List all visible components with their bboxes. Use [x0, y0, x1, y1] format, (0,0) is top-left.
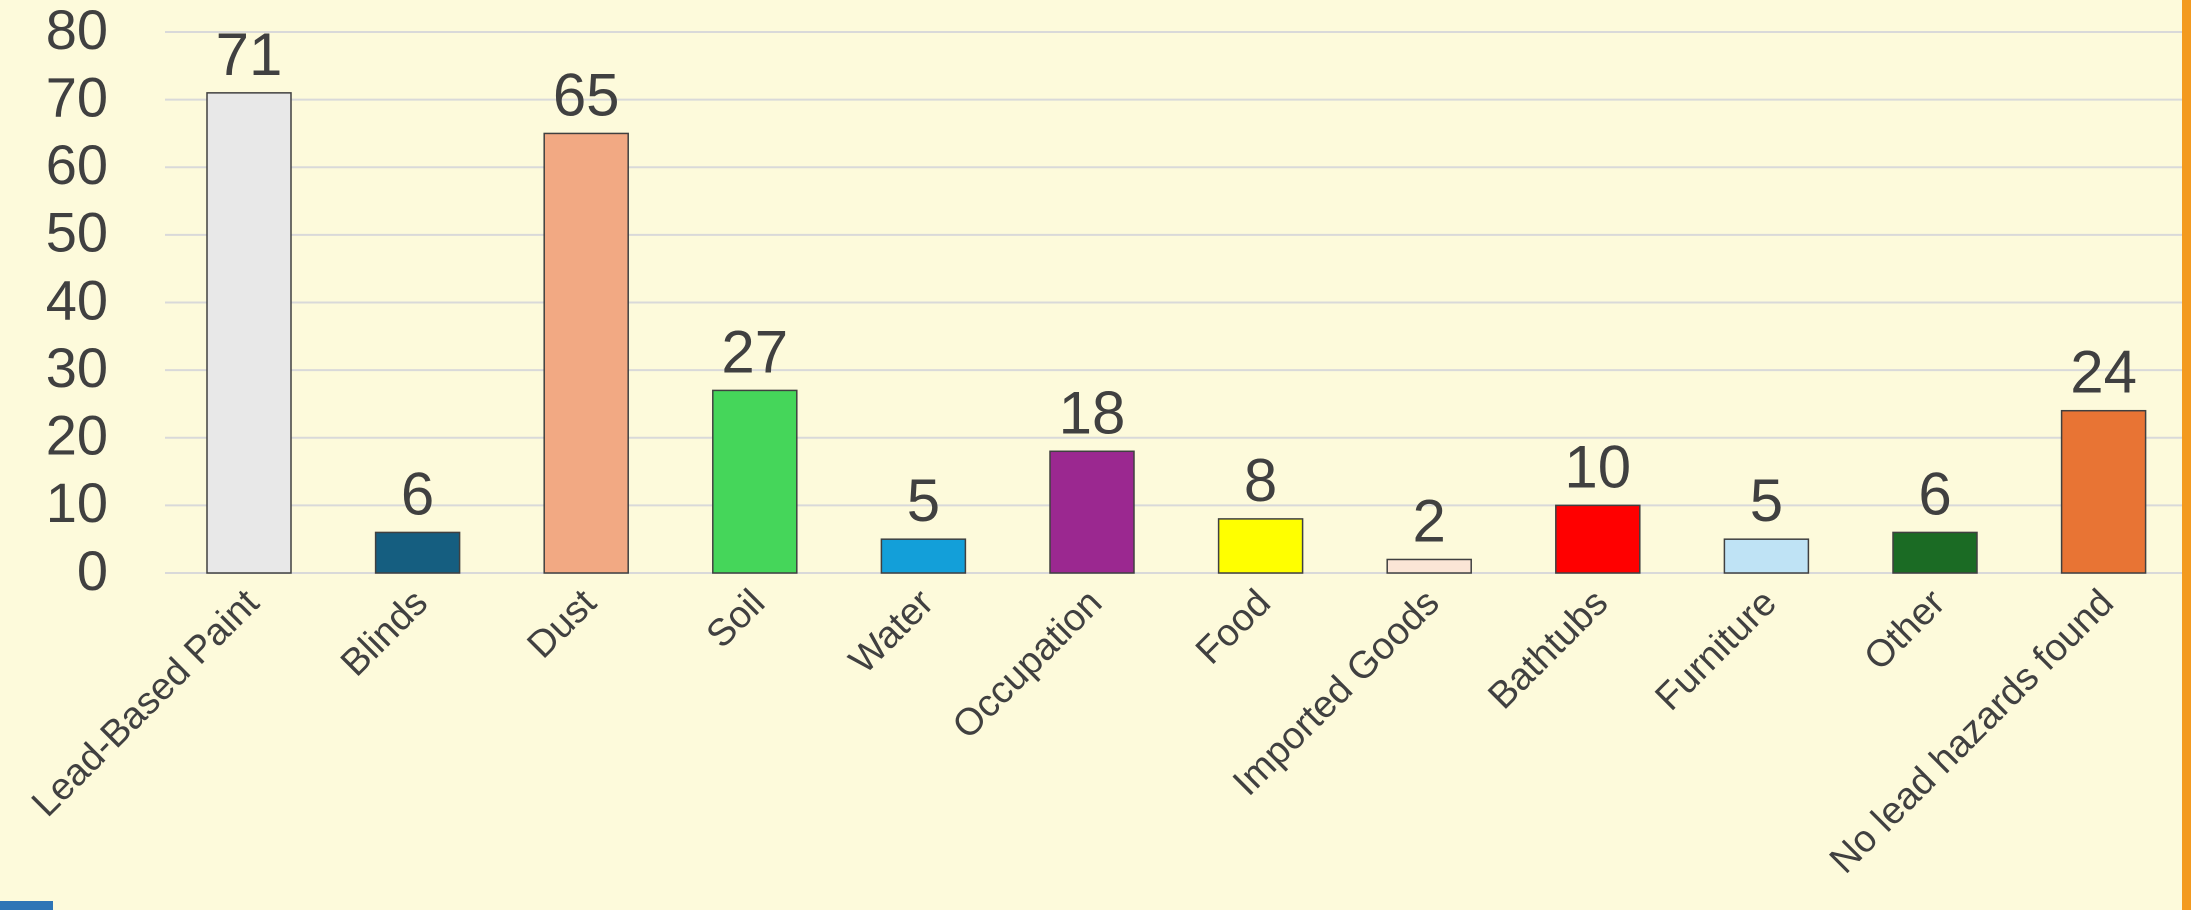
y-tick-label: 70	[46, 65, 108, 128]
data-label: 27	[721, 318, 788, 385]
data-label: 6	[1918, 460, 1951, 527]
data-label: 8	[1244, 447, 1277, 514]
bar	[1555, 504, 1641, 574]
side-accent	[2182, 0, 2191, 910]
bar	[880, 538, 967, 574]
bar	[2060, 409, 2147, 574]
bar	[1049, 450, 1135, 574]
bar	[1723, 538, 1810, 574]
data-label: 6	[401, 460, 434, 527]
data-label: 2	[1413, 487, 1446, 554]
bar	[206, 92, 292, 574]
corner-accent	[0, 901, 53, 910]
bar	[374, 531, 461, 574]
bar	[1386, 558, 1472, 574]
data-label: 5	[907, 467, 940, 534]
y-tick-label: 50	[46, 201, 108, 264]
data-label: 65	[553, 61, 620, 128]
y-tick-label: 20	[46, 404, 108, 467]
data-label: 10	[1564, 433, 1631, 500]
y-tick-label: 60	[46, 133, 108, 196]
y-tick-label: 0	[77, 539, 108, 602]
y-tick-label: 30	[46, 336, 108, 399]
bar	[1892, 531, 1978, 574]
y-tick-label: 40	[46, 268, 108, 331]
bar	[712, 389, 798, 574]
data-label: 5	[1750, 467, 1783, 534]
bar	[543, 132, 629, 574]
data-label: 24	[2070, 339, 2137, 406]
data-label: 71	[216, 21, 283, 88]
bar	[1217, 518, 1304, 574]
data-label: 18	[1059, 379, 1126, 446]
y-tick-label: 10	[46, 471, 108, 534]
y-tick-label: 80	[46, 0, 108, 61]
